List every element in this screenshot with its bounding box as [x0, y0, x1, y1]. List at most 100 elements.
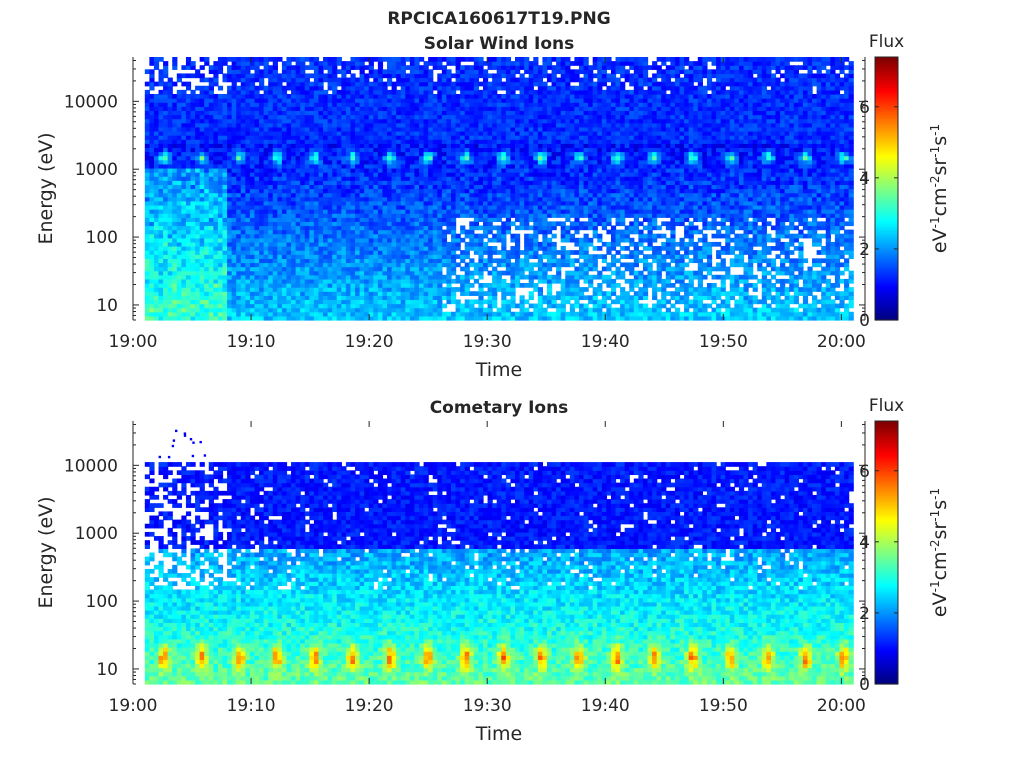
- spectrogram-cell: [185, 266, 192, 272]
- spectrogram-cell: [231, 221, 237, 227]
- spectrogram-cell: [323, 209, 329, 214]
- spectrogram-cell: [469, 102, 475, 107]
- spectrogram-cell: [350, 102, 356, 107]
- spectrogram-cell: [286, 85, 292, 91]
- spectrogram-cell: [345, 172, 352, 177]
- spectrogram-cell: [222, 118, 228, 124]
- spectrogram-cell: [149, 188, 155, 194]
- spectrogram-cell: [318, 65, 324, 70]
- spectrogram-cell: [391, 147, 397, 153]
- spectrogram-cell: [213, 233, 219, 239]
- spectrogram-cell: [153, 287, 160, 292]
- spectrogram-cell: [268, 258, 274, 264]
- spectrogram-cell: [446, 258, 452, 264]
- spectrogram-cell: [487, 303, 493, 309]
- spectrogram-cell: [208, 65, 214, 70]
- spectrogram-cell: [377, 295, 384, 301]
- spectrogram-cell: [368, 250, 374, 255]
- spectrogram-cell: [350, 57, 356, 62]
- spectrogram-cell: [336, 163, 342, 169]
- spectrogram-cell: [167, 77, 173, 83]
- spectrogram-cell: [396, 246, 402, 251]
- spectrogram-cell: [227, 57, 233, 62]
- spectrogram-cell: [478, 176, 484, 181]
- spectrogram-cell: [277, 299, 283, 305]
- spectrogram-cell: [172, 258, 178, 264]
- spectrogram-cell: [172, 167, 178, 173]
- spectrogram-cell: [437, 135, 443, 140]
- spectrogram-cell: [382, 217, 388, 222]
- spectrogram-cell: [323, 73, 329, 79]
- spectrogram-cell: [304, 65, 310, 70]
- spectrogram-cell: [492, 200, 498, 206]
- spectrogram-cell: [295, 73, 301, 79]
- spectrogram-cell: [419, 254, 425, 259]
- spectrogram-cell: [478, 172, 484, 177]
- spectrogram-cell: [432, 159, 438, 165]
- spectrogram-cell: [259, 299, 265, 305]
- spectrogram-cell: [515, 311, 521, 317]
- spectrogram-cell: [323, 213, 329, 218]
- spectrogram-cell: [286, 315, 292, 321]
- spectrogram-cell: [149, 135, 155, 140]
- spectrogram-cell: [510, 98, 516, 103]
- spectrogram-cell: [441, 130, 448, 136]
- spectrogram-cell: [323, 287, 329, 292]
- spectrogram-cell: [478, 126, 484, 132]
- spectrogram-cell: [295, 139, 301, 144]
- spectrogram-cell: [451, 204, 457, 210]
- spectrogram-cell: [446, 163, 452, 169]
- spectrogram-cell: [185, 98, 192, 103]
- spectrogram-cell: [441, 167, 448, 173]
- spectrogram-cell: [478, 270, 484, 276]
- spectrogram-cell: [149, 69, 155, 75]
- spectrogram-cell: [355, 213, 361, 218]
- spectrogram-cell: [286, 93, 292, 99]
- spectrogram-cell: [272, 303, 278, 309]
- spectrogram-cell: [505, 283, 512, 288]
- spectrogram-cell: [254, 283, 260, 288]
- spectrogram-cell: [153, 270, 160, 276]
- spectrogram-cell: [368, 98, 374, 103]
- spectrogram-cell: [286, 135, 292, 140]
- spectrogram-cell: [460, 200, 466, 206]
- spectrogram-cell: [446, 61, 452, 66]
- spectrogram-cell: [400, 217, 406, 222]
- spectrogram-cell: [204, 315, 210, 321]
- spectrogram-cell: [492, 61, 498, 66]
- spectrogram-cell: [469, 85, 475, 91]
- spectrogram-cell: [249, 225, 256, 231]
- spectrogram-cell: [185, 225, 192, 231]
- spectrogram-cell: [441, 172, 448, 177]
- spectrogram-cell: [281, 139, 288, 144]
- spectrogram-cell: [281, 254, 288, 259]
- spectrogram-cell: [272, 102, 278, 107]
- spectrogram-cell: [236, 200, 242, 206]
- spectrogram-cell: [163, 167, 169, 173]
- spectrogram-cell: [364, 77, 370, 83]
- spectrogram-cell: [387, 295, 393, 301]
- spectrogram-cell: [163, 135, 169, 140]
- spectrogram-cell: [295, 270, 301, 276]
- spectrogram-cell: [268, 155, 274, 161]
- spectrogram-cell: [190, 159, 196, 165]
- spectrogram-cell: [469, 274, 475, 280]
- spectrogram-cell: [460, 266, 466, 272]
- spectrogram-cell: [505, 106, 512, 112]
- spectrogram-cell: [277, 118, 283, 124]
- spectrogram-cell: [460, 73, 466, 79]
- spectrogram-cell: [345, 159, 352, 165]
- spectrogram-cell: [245, 159, 251, 165]
- spectrogram-cell: [469, 188, 475, 194]
- spectrogram-cell: [304, 213, 310, 218]
- spectrogram-cell: [359, 262, 365, 268]
- spectrogram-cell: [437, 85, 443, 91]
- spectrogram-cell: [501, 299, 507, 305]
- spectrogram-cell: [208, 241, 214, 247]
- spectrogram-cell: [432, 180, 438, 185]
- spectrogram-cell: [304, 192, 310, 198]
- spectrogram-cell: [309, 229, 315, 235]
- spectrogram-cell: [281, 102, 288, 107]
- spectrogram-cell: [405, 196, 411, 202]
- spectrogram-cell: [318, 209, 324, 214]
